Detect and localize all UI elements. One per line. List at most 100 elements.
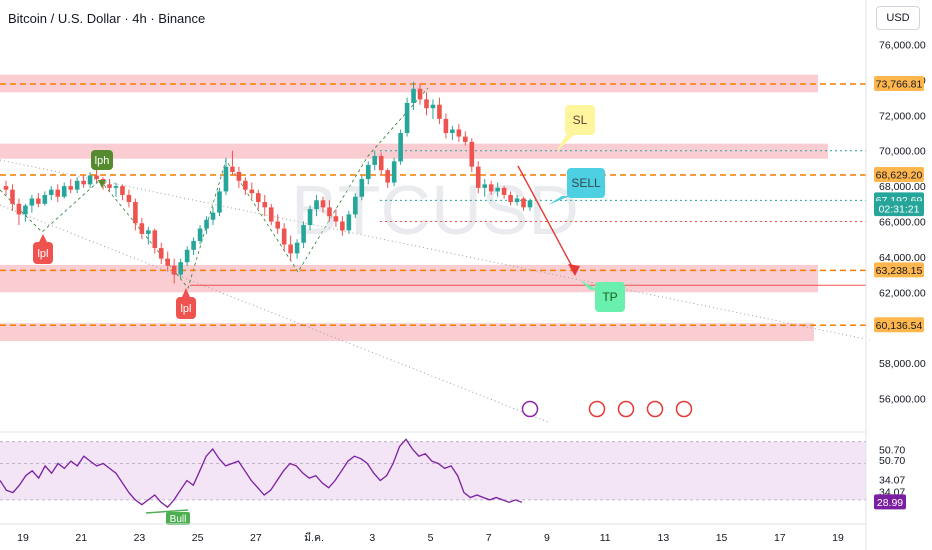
candle-body — [482, 184, 488, 188]
sr-zone — [0, 74, 818, 93]
candle-body — [327, 207, 332, 217]
chart-title: Bitcoin / U.S. Dollar · 4h · Binance — [8, 11, 206, 26]
candle-body — [217, 191, 222, 213]
annotation-box — [565, 105, 595, 135]
price-label-text: 63,238.15 — [876, 265, 923, 277]
candle-body — [281, 228, 287, 245]
candle-body — [527, 200, 533, 208]
annotation-box — [567, 168, 605, 198]
candle-body — [236, 171, 242, 181]
time-tick-label: มี.ค. — [304, 531, 324, 544]
annotation-sl: SL — [556, 105, 595, 152]
time-tick-label: 5 — [428, 532, 434, 544]
candle-body — [23, 205, 28, 215]
candle-body — [469, 141, 475, 167]
watermark-text: BTCUSD — [291, 171, 579, 249]
candle-body — [204, 219, 209, 229]
candle-body — [320, 200, 326, 208]
candle-body — [107, 184, 112, 188]
annotation-pointer — [580, 280, 598, 290]
candle-body — [230, 166, 235, 172]
candle-body — [74, 180, 80, 190]
candle-body — [243, 180, 248, 190]
candle-body — [223, 166, 229, 192]
sr-zone — [0, 143, 828, 159]
candle-body — [61, 186, 67, 197]
candle-body — [372, 156, 378, 165]
candle-body — [36, 198, 41, 204]
sell-arrow — [517, 165, 576, 273]
candle-body — [146, 230, 151, 234]
candle-body — [508, 194, 513, 203]
candle-body — [353, 196, 358, 215]
candle-body — [158, 248, 164, 259]
time-tick-label: 15 — [716, 532, 728, 544]
candle-body — [294, 242, 300, 254]
trendline-upper — [0, 159, 871, 341]
zones-layer — [0, 74, 828, 341]
candle-body — [365, 164, 371, 180]
candle-body — [378, 156, 384, 171]
annotation-pointer — [556, 135, 574, 152]
candle-body — [463, 136, 468, 142]
candle-body — [475, 166, 481, 188]
candle-body — [165, 258, 171, 266]
time-tick-label: 3 — [369, 532, 375, 544]
candle-body — [268, 207, 274, 222]
candle-body — [16, 203, 22, 215]
rsi-band — [0, 441, 866, 500]
annotation-low: lpl — [33, 234, 53, 264]
candle-body — [113, 186, 119, 188]
candle-body — [210, 212, 216, 220]
annotation-pointer — [98, 180, 106, 188]
annotation-box — [91, 150, 113, 170]
candle-body — [411, 88, 416, 103]
time-tick-label: 11 — [600, 532, 611, 544]
levels-layer — [0, 83, 866, 327]
annotation-pointer — [39, 234, 47, 242]
price-tick-label: 70,000.00 — [879, 146, 926, 158]
candle-body — [81, 180, 86, 185]
candle-body — [488, 184, 494, 192]
bull-badge — [166, 512, 190, 525]
candle-body — [171, 265, 177, 275]
price-label-text: 68,629.20 — [876, 169, 923, 181]
candle-body — [197, 228, 203, 241]
candle-body — [424, 99, 429, 109]
candle-body — [48, 189, 54, 195]
candle-body — [152, 230, 158, 249]
currency-button[interactable]: USD — [876, 6, 920, 30]
candle-body — [521, 198, 526, 208]
annotation-label: lph — [95, 155, 110, 167]
rsi-current-badge — [874, 494, 906, 510]
sr-zone — [0, 264, 818, 293]
earnings-icon — [617, 400, 635, 418]
price-label-text: 73,766.81 — [876, 79, 923, 91]
candle-body — [307, 209, 313, 226]
candle-body — [398, 133, 403, 162]
price-tick-label: 76,000.00 — [879, 40, 926, 52]
candle-body — [178, 262, 183, 275]
price-tick-label: 64,000.00 — [879, 252, 926, 264]
annotations-layer: lph lpl lpl SL SELL TP — [33, 105, 693, 418]
annotation-pointer — [548, 196, 570, 205]
candle-body — [29, 198, 35, 206]
price-label-badge — [874, 76, 924, 92]
price-tick-label: 62,000.00 — [879, 287, 926, 299]
earnings-icon — [588, 400, 606, 418]
annotation-sell: SELL — [548, 168, 605, 205]
candle-body — [340, 221, 345, 231]
candle-body — [68, 186, 73, 190]
candle-body — [391, 161, 397, 183]
price-tick-label: 58,000.00 — [879, 358, 926, 370]
candle-body — [275, 221, 281, 229]
earnings-icon — [675, 400, 693, 418]
annotation-label: lpl — [37, 248, 48, 260]
rsi-tick-label: 50.70 — [879, 445, 905, 457]
price-label-badge — [874, 317, 924, 333]
annotation-high: lph — [91, 150, 113, 188]
time-tick-label: 25 — [192, 532, 204, 544]
candle-body — [359, 179, 365, 197]
candle-body — [55, 189, 61, 197]
